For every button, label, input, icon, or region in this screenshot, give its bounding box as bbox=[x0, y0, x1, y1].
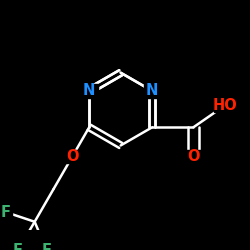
Bar bbox=[0, 206, 12, 218]
Text: O: O bbox=[187, 149, 200, 164]
Text: F: F bbox=[13, 243, 23, 250]
Text: O: O bbox=[66, 149, 78, 164]
Bar bbox=[144, 84, 161, 98]
Bar bbox=[214, 99, 236, 112]
Text: F: F bbox=[0, 204, 10, 220]
Bar bbox=[185, 150, 202, 163]
Bar bbox=[64, 150, 80, 163]
Bar bbox=[11, 245, 24, 250]
Text: N: N bbox=[146, 84, 158, 98]
Text: F: F bbox=[42, 243, 52, 250]
Bar bbox=[40, 245, 54, 250]
Text: HO: HO bbox=[212, 98, 237, 113]
Bar bbox=[81, 84, 98, 98]
Text: N: N bbox=[83, 84, 96, 98]
